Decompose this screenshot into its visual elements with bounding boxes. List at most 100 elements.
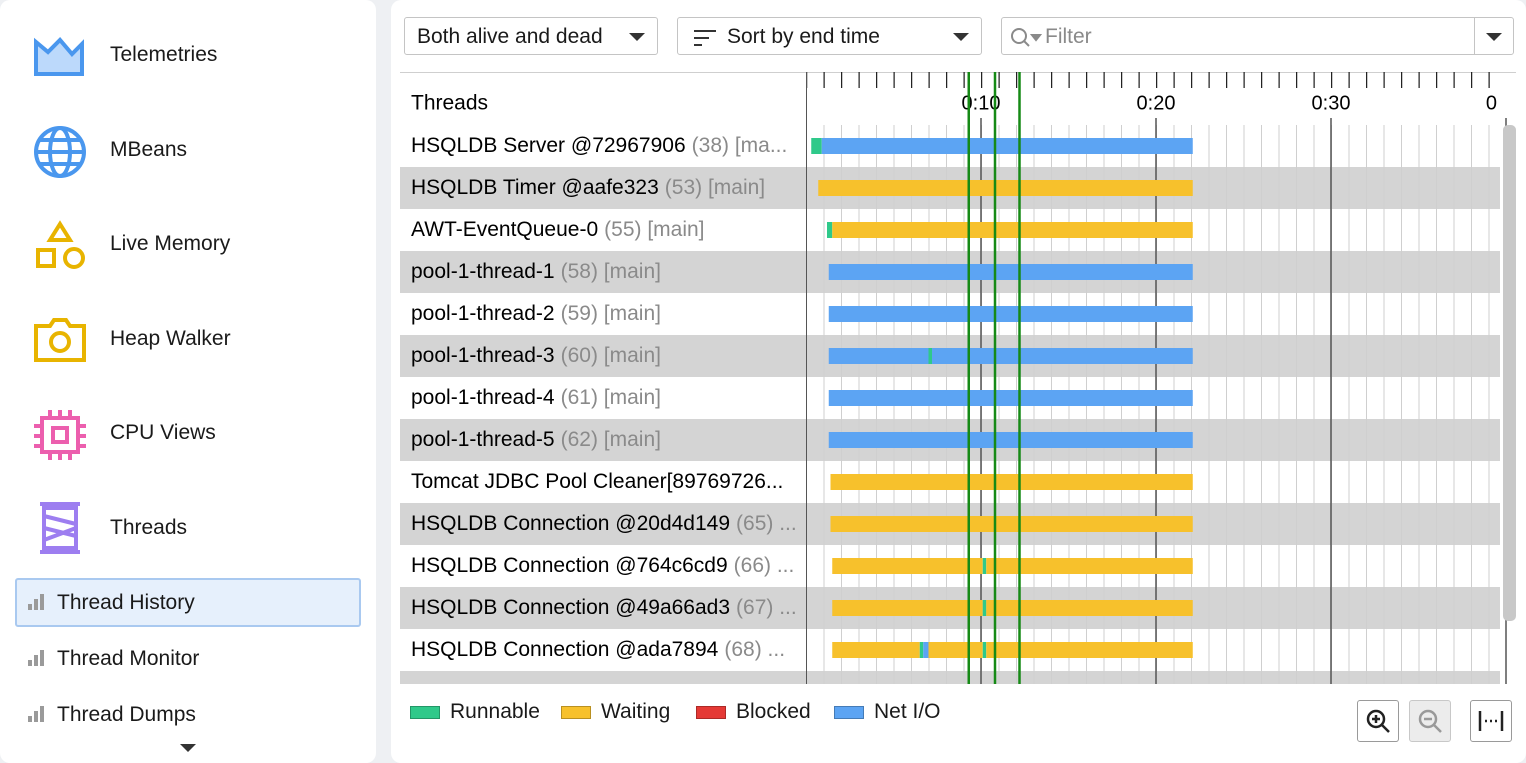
sub-icon: [28, 706, 44, 722]
thread-name-cell: HSQLDB Connection @49a66ad3 (67) ...: [411, 596, 797, 619]
thread-name-cell: pool-1-thread-2 (59) [main]: [411, 302, 661, 325]
state-dropdown[interactable]: Both alive and dead: [404, 17, 658, 55]
thread-detail: (67) ...: [736, 596, 797, 619]
thread-detail: (66) ...: [734, 554, 795, 577]
state-segment: [928, 642, 983, 658]
thread-name: HSQLDB Connection @20d4d149: [411, 512, 730, 535]
sub-item[interactable]: Thread Monitor: [57, 647, 200, 670]
state-segment: [821, 138, 1193, 154]
thread-name: HSQLDB Connection @764c6cd9: [411, 554, 728, 577]
thread-name: HSQLDB Connection @ada7894: [411, 638, 719, 661]
nav-item[interactable]: MBeans: [110, 138, 188, 161]
sidebar: Telemetries MBeans Live Memory Heap Walk…: [0, 0, 376, 763]
dropdown-arrow: [1486, 33, 1502, 41]
x-tick-label: 0:10: [962, 92, 1001, 114]
state-segment: [830, 474, 1193, 490]
legend-swatch: [834, 705, 864, 719]
telemetries-icon: [34, 37, 84, 76]
thread-name-cell: HSQLDB Connection @20d4d149 (65) ...: [411, 512, 797, 535]
thread-name: Tomcat JDBC Pool Cleaner[89769726...: [411, 470, 783, 493]
sort-icon: [694, 30, 716, 46]
state-segment: [827, 222, 833, 238]
thread-detail: (59) [main]: [561, 302, 661, 325]
thread-detail: (58) [main]: [561, 260, 661, 283]
state-segment: [923, 642, 929, 658]
legend-label: Blocked: [736, 700, 811, 723]
scrollbar-thumb[interactable]: [1503, 125, 1516, 621]
dropdown-text: Both alive and dead: [417, 25, 603, 48]
state-segment: [811, 138, 822, 154]
state-segment: [982, 642, 987, 658]
fit-button[interactable]: [1470, 700, 1512, 742]
legend-item: Runnable: [410, 700, 540, 724]
zoom-in-icon: [1366, 709, 1390, 733]
thread-name-cell: AWT-EventQueue-0 (55) [main]: [411, 218, 705, 241]
state-segment: [828, 432, 1193, 448]
state-segment: [828, 264, 1193, 280]
thread-name-cell: pool-1-thread-5 (62) [main]: [411, 428, 661, 451]
state-segment: [928, 348, 932, 364]
thread-name: HSQLDB Connection @49a66ad3: [411, 596, 730, 619]
thread-name: HSQLDB Timer @aafe323: [411, 176, 659, 199]
state-segment: [832, 222, 1193, 238]
heap-walker-icon: [34, 318, 86, 362]
live-memory-icon: [36, 220, 85, 269]
thread-name: HSQLDB Server @72967906: [411, 134, 686, 157]
thread-detail: (53) [main]: [665, 176, 765, 199]
fit-icon: [1478, 711, 1504, 731]
state-segment: [932, 348, 1193, 364]
thread-detail: (60) [main]: [561, 344, 661, 367]
scroll-down-arrow[interactable]: [180, 744, 198, 754]
threads-icon: [40, 502, 80, 554]
sub-icon: [28, 594, 44, 610]
state-segment: [832, 558, 983, 574]
filter-placeholder: Filter: [1045, 25, 1092, 48]
dropdown-arrow: [629, 33, 645, 41]
thread-name-cell: HSQLDB Connection @ada7894 (68) ...: [411, 638, 785, 661]
zoom-out-button[interactable]: [1409, 700, 1451, 742]
search-icon: [1011, 28, 1042, 47]
thread-name: pool-1-thread-3: [411, 344, 555, 367]
state-segment: [982, 558, 987, 574]
column-header: Threads: [411, 92, 488, 115]
nav-item[interactable]: Telemetries: [110, 43, 218, 66]
state-segment: [919, 642, 924, 658]
thread-name: AWT-EventQueue-0: [411, 218, 598, 241]
nav-item[interactable]: CPU Views: [110, 421, 216, 444]
thread-detail: (65) ...: [736, 512, 797, 535]
dropdown-arrow: [953, 33, 969, 41]
state-segment: [832, 642, 920, 658]
thread-name-cell: pool-1-thread-1 (58) [main]: [411, 260, 661, 283]
thread-name-cell: pool-1-thread-4 (61) [main]: [411, 386, 661, 409]
state-segment: [828, 390, 1193, 406]
nav-item[interactable]: Threads: [110, 516, 188, 539]
sort-dropdown[interactable]: Sort by end time: [677, 17, 982, 55]
state-segment: [830, 516, 1193, 532]
legend-swatch: [561, 705, 591, 719]
legend-swatch: [696, 705, 726, 719]
selection-highlight: [15, 578, 361, 627]
thread-name: pool-1-thread-5: [411, 428, 555, 451]
nav-item[interactable]: Heap Walker: [110, 327, 231, 350]
zoom-in-button[interactable]: [1357, 700, 1399, 742]
nav-item[interactable]: Live Memory: [110, 232, 231, 255]
sub-item[interactable]: Thread Dumps: [57, 703, 196, 726]
sub-item[interactable]: Thread History: [57, 591, 195, 614]
state-segment: [818, 180, 1193, 196]
thread-detail: (55) [main]: [604, 218, 704, 241]
thread-name: pool-1-thread-2: [411, 302, 555, 325]
thread-timeline: Threads 0:10 0:20 0:30 0 HSQLDB Server @7296…: [400, 72, 1516, 684]
x-tick-label: 0: [1486, 92, 1497, 114]
legend-item: Net I/O: [834, 700, 941, 724]
x-tick-label: 0:20: [1137, 92, 1176, 114]
thread-detail: (68) ...: [724, 638, 785, 661]
filter-field[interactable]: Filter: [1001, 17, 1514, 55]
state-segment: [828, 306, 1193, 322]
minor-ticks: [806, 72, 1500, 88]
mbeans-icon: [34, 126, 86, 178]
sub-icon: [28, 650, 44, 666]
thread-detail: (38) [ma...: [692, 134, 788, 157]
zoom-out-icon: [1418, 709, 1442, 733]
filter-history-button[interactable]: [1474, 18, 1513, 54]
